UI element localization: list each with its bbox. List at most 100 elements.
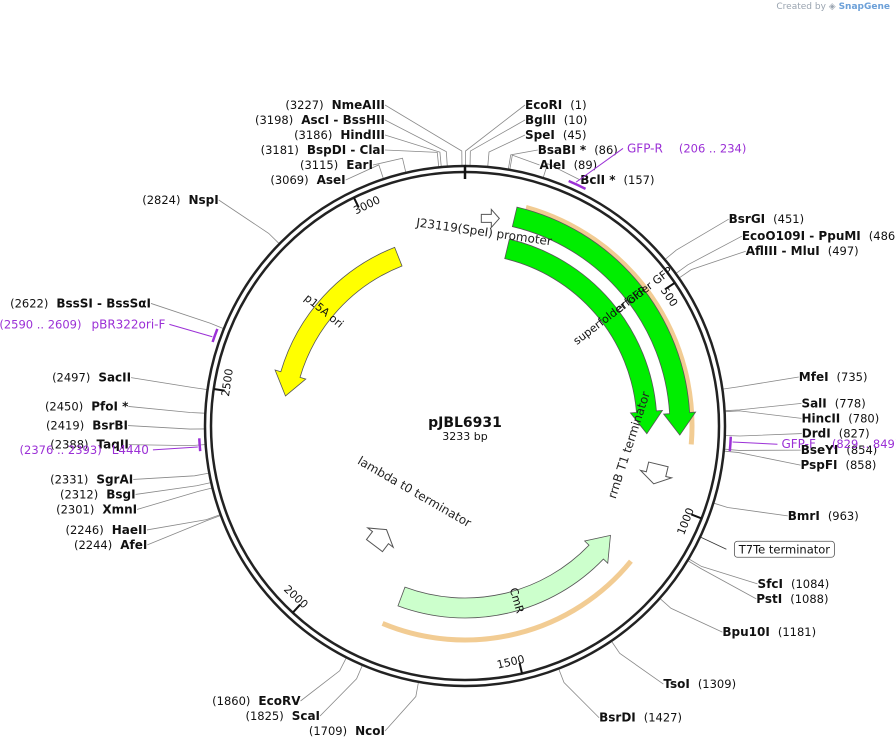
site-name: EcoRI [525, 98, 562, 112]
site-coord: (497) [828, 244, 859, 258]
tick-label: 1000 [675, 506, 697, 537]
site-label-drdi: (827) DrdI [802, 427, 870, 441]
primer-name: GFP-R [627, 141, 663, 155]
site-leader-line [135, 482, 211, 495]
site-name: BsrGI [729, 212, 766, 226]
tick-mark [690, 513, 702, 520]
site-coord: (3181) [261, 143, 299, 157]
terminator-arrow-icon [638, 461, 674, 485]
site-label-afei: (2244) AfeI [74, 538, 147, 552]
site-label-taqii: (2388) TaqII [50, 438, 129, 452]
site-leader-line [611, 641, 664, 685]
site-name: BsaBI * [538, 143, 587, 157]
site-label-eari: (3115) EarI [300, 158, 373, 172]
terminator-arrow-icon [365, 527, 395, 553]
site-label-bspdi: (3181) BspDI - ClaI [261, 143, 385, 157]
site-leader-line [543, 163, 581, 181]
primer-gfp-f: GFP-F (829 .. 849) [728, 436, 896, 452]
site-coord: (1088) [790, 592, 828, 606]
site-label-hincii: (780) HincII [802, 411, 880, 425]
site-coord: (2312) [60, 487, 98, 501]
site-name: EcoRV [258, 694, 301, 708]
primer-leader [732, 441, 778, 445]
site-name: AfeI [120, 538, 147, 552]
site-leader-line [725, 402, 802, 412]
site-name: PspFI [801, 458, 838, 472]
site-name: BmrI [788, 509, 820, 523]
site-leader-line [487, 134, 526, 167]
brand-app-name: SnapGene [838, 2, 890, 12]
site-coord: (486) [869, 229, 896, 243]
site-coord: (45) [563, 128, 587, 142]
site-name: Bpu10I [722, 625, 769, 639]
feature-cmr-inner-orf-bar [381, 559, 633, 643]
site-name: BspDI - ClaI [307, 143, 385, 157]
site-leader-line [384, 682, 419, 732]
t7te-terminator-box: T7Te terminator [733, 540, 835, 558]
site-label-bsabi: (86) BsaBI * [538, 143, 618, 157]
site-coord: (780) [848, 411, 879, 425]
site-coord: (451) [773, 212, 804, 226]
site-leader-line [508, 149, 538, 169]
site-coord: (2419) [46, 419, 84, 433]
site-label-bsrbi: (2419) BsrBI [46, 419, 128, 433]
site-name: AscI - BssHII [301, 113, 385, 127]
site-coord: (2497) [52, 371, 90, 385]
site-label-ncoi: (1709) NcoI [309, 724, 385, 738]
plasmid-name: pJBL6931 [428, 415, 502, 431]
primer-bar [211, 328, 219, 343]
site-name: SgrAI [96, 472, 133, 486]
site-name: ScaI [292, 709, 320, 723]
site-leader-line [725, 410, 802, 419]
site-coord: (2244) [74, 538, 112, 552]
primer-leader [575, 148, 624, 183]
primer-range: (2376 .. 2393) [20, 443, 102, 457]
site-label-bmri: (963) BmrI [788, 509, 859, 523]
site-label-nspi: (2824) NspI [142, 193, 219, 207]
feature-lambda-t0-terminator-label: lambda t0 terminator [355, 454, 474, 531]
site-coord: (3186) [294, 128, 332, 142]
site-label-bsrdi: (1427) BsrDI [599, 711, 682, 725]
site-label-afliii: (497) AflIII - MluI [746, 244, 859, 258]
site-label-bsrgi: (451) BsrGI [729, 212, 804, 226]
site-name: BsrBI [92, 419, 128, 433]
site-name: NmeAIII [332, 98, 385, 112]
brand-credit: Created by ◈ SnapGene [776, 2, 890, 12]
site-name: HaeII [112, 523, 147, 537]
primer-leader [152, 446, 198, 451]
boxed-label-text: T7Te terminator [738, 542, 831, 556]
site-labels: T7Te terminator (3227) NmeAIII (3198) AscI -… [0, 98, 896, 738]
site-name: DrdI [802, 427, 831, 441]
site-coord: (1309) [698, 677, 736, 691]
feature-superfolder-gfp-outer-orf-bar [525, 204, 695, 445]
plasmid-length: 3233 bp [442, 430, 487, 443]
site-name: HindIII [340, 128, 385, 142]
site-leader-line [676, 235, 743, 274]
site-label-bcli: (157) BclI * [580, 173, 654, 187]
site-label-asci: (3198) AscI - BssHII [255, 113, 385, 127]
site-coord: (963) [828, 509, 859, 523]
site-label-sacii: (2497) SacII [52, 371, 131, 385]
site-label-scai: (1825) ScaI [245, 709, 320, 723]
tick-label: 2500 [219, 368, 236, 398]
site-coord: (1181) [778, 625, 816, 639]
site-leader-line [679, 250, 746, 278]
site-leader-line [384, 119, 448, 166]
site-leader-line [724, 450, 801, 466]
site-leader-line [714, 502, 788, 517]
snapgene-logo-icon: ◈ [828, 2, 836, 12]
site-name: EcoO109I - PpuMI [742, 229, 861, 243]
tick-mark [518, 662, 523, 674]
site-coord: (2824) [142, 193, 180, 207]
site-name: SacII [98, 371, 131, 385]
site-label-tsoi: (1309) TsoI [663, 677, 736, 691]
site-name: NcoI [355, 724, 385, 738]
site-label-haeii: (2246) HaeII [65, 523, 146, 537]
site-leader-line [146, 514, 220, 531]
site-label-ecori: (1) EcoRI [525, 98, 587, 112]
site-coord: (1860) [212, 694, 250, 708]
site-coord: (1) [570, 98, 586, 112]
backbone [203, 164, 727, 688]
primer-name: GFP-F [781, 437, 816, 451]
